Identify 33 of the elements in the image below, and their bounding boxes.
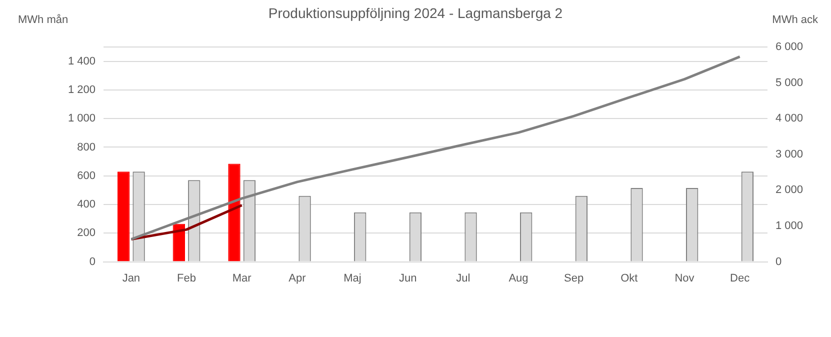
y-tick-label: 0	[89, 256, 96, 268]
y2-tick-label: 0	[775, 256, 782, 268]
y-tick-label: 400	[77, 198, 96, 211]
bar	[172, 224, 185, 262]
y2-tick-label: 1 000	[775, 220, 804, 232]
y2-tick-label: 3 000	[775, 148, 804, 160]
x-tick-label: Mar	[232, 272, 252, 284]
y2-tick-label: 2 000	[775, 184, 804, 196]
y-tick-label: 1 000	[68, 112, 96, 125]
bar	[118, 172, 130, 262]
y-tick-label: 1 400	[68, 55, 96, 68]
x-tick-label: Maj	[344, 272, 362, 284]
x-tick-label: Okt	[620, 272, 638, 284]
x-tick-label: Nov	[674, 272, 695, 284]
x-tick-label: Jul	[456, 272, 470, 284]
bar	[228, 164, 240, 262]
x-tick-label: Apr	[288, 272, 306, 284]
x-tick-label: Jun	[398, 272, 417, 284]
y-tick-label: 800	[77, 141, 96, 154]
x-tick-label: Sep	[564, 272, 584, 284]
y-tick-label: 1 200	[68, 84, 96, 96]
y-tick-label: 600	[77, 170, 96, 182]
y-tick-label: 200	[77, 227, 96, 240]
y2-tick-label: 4 000	[775, 112, 804, 125]
chart-title: Produktionsuppföljning 2024 - Lagmansberga 2	[268, 4, 563, 21]
y2-tick-label: 5 000	[775, 76, 804, 89]
x-tick-label: Jan	[122, 272, 140, 284]
x-tick-label: Feb	[177, 272, 196, 284]
y-axis-title: MWh mån	[18, 14, 68, 26]
x-tick-label: Dec	[730, 272, 750, 284]
y2-tick-label: 6 000	[775, 41, 804, 54]
y2-axis-title: MWh ack	[772, 14, 818, 26]
x-tick-label: Aug	[508, 272, 528, 284]
